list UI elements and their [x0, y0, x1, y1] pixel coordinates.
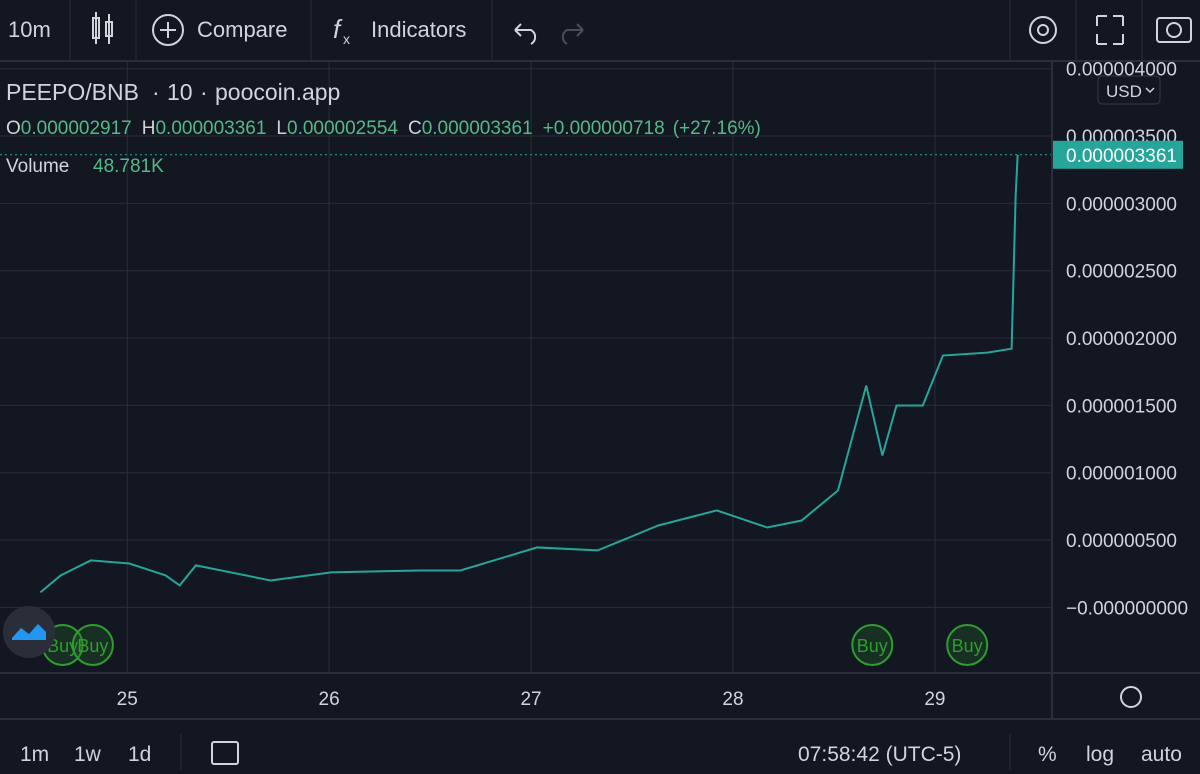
ohlc-value: 0.000003361: [422, 118, 533, 139]
auto-button[interactable]: auto: [1141, 743, 1182, 766]
ohlc-value: 0.000002554: [287, 118, 398, 139]
toolbar: [0, 0, 1200, 60]
settings-button[interactable]: [1029, 16, 1057, 44]
interval-button[interactable]: 10m: [8, 17, 51, 42]
indicators-button[interactable]: Indicators: [371, 17, 466, 42]
ohlc-legend: O0.000002917 H0.000003361 L0.000002554 C0.0…: [6, 118, 761, 139]
volume-label: Volume: [6, 156, 69, 177]
x-tick-label: 29: [924, 689, 945, 710]
separator: ·: [200, 79, 208, 105]
range-button[interactable]: 1d: [128, 743, 151, 766]
range-button[interactable]: 1w: [74, 743, 102, 766]
y-tick-label: 0.000001000: [1066, 464, 1177, 485]
x-tick-label: 28: [722, 689, 743, 710]
buy-marker: [71, 624, 114, 666]
undo-button[interactable]: [514, 23, 537, 45]
symbol: PEEPO/BNB: [6, 79, 139, 105]
compare-button[interactable]: Compare: [197, 17, 287, 42]
y-tick-label: 0.000002500: [1066, 262, 1177, 283]
last-price-box: [1053, 140, 1183, 169]
y-tick-label: −0.000000000: [1066, 598, 1188, 619]
compare-icon[interactable]: [152, 14, 184, 46]
chart-interval: 10: [167, 79, 193, 105]
volume-value: 48.781K: [93, 156, 164, 177]
change: +0.000000718: [543, 118, 665, 139]
ohlc-key: H: [142, 118, 156, 139]
change-pct: (+27.16%): [673, 118, 761, 139]
settings-icon: [1037, 24, 1049, 36]
logo: [3, 606, 55, 658]
last-price-label: 0.000003361: [1066, 146, 1177, 167]
separator: ·: [152, 79, 160, 105]
percent-button[interactable]: %: [1038, 743, 1057, 766]
buy-label: Buy: [857, 636, 888, 656]
ohlc-value: 0.000003361: [155, 118, 266, 139]
x-tick-label: 27: [520, 689, 541, 710]
grid: [0, 62, 1052, 672]
buy-marker: [946, 624, 989, 666]
log-button[interactable]: log: [1086, 743, 1114, 766]
x-tick-label: 25: [117, 689, 138, 710]
ohlc-key: O: [6, 118, 21, 139]
snapshot-icon: [1166, 22, 1182, 38]
y-tick-label: 0.000001500: [1066, 396, 1177, 417]
source: poocoin.app: [215, 79, 340, 105]
plot: Buy Buy Buy Buy: [0, 154, 1052, 666]
fullscreen-button[interactable]: [1096, 15, 1124, 45]
goto-date-button[interactable]: [211, 741, 239, 765]
currency-button[interactable]: [1097, 75, 1161, 105]
fx-icon[interactable]: f: [333, 14, 343, 44]
dropdown-arrow: [1145, 87, 1155, 94]
buy-label: Buy: [47, 636, 78, 656]
fx-icon: x: [343, 31, 350, 47]
y-tick-label: 0.000000500: [1066, 531, 1177, 552]
ohlc-key: L: [276, 118, 287, 139]
currency: USD: [1106, 82, 1142, 101]
y-tick-label: 0.000004000: [1066, 60, 1177, 81]
x-tick-label: 26: [319, 689, 340, 710]
range-button[interactable]: 1m: [20, 743, 49, 766]
clock: 07:58:42 (UTC-5): [798, 743, 961, 766]
ohlc-key: C: [408, 118, 422, 139]
buy-label: Buy: [952, 636, 983, 656]
y-tick-label: 0.000002000: [1066, 329, 1177, 350]
y-tick-label: 0.000003000: [1066, 194, 1177, 215]
redo-button[interactable]: [561, 23, 584, 45]
buy-marker: [851, 624, 894, 666]
ohlc-value: 0.000002917: [21, 118, 132, 139]
buy-label: Buy: [77, 636, 108, 656]
snapshot-button[interactable]: [1156, 17, 1192, 43]
theme-button[interactable]: [1120, 686, 1143, 708]
price-line: [39, 154, 1019, 594]
logo-icon: [12, 624, 46, 640]
candles-icon[interactable]: [92, 12, 113, 44]
